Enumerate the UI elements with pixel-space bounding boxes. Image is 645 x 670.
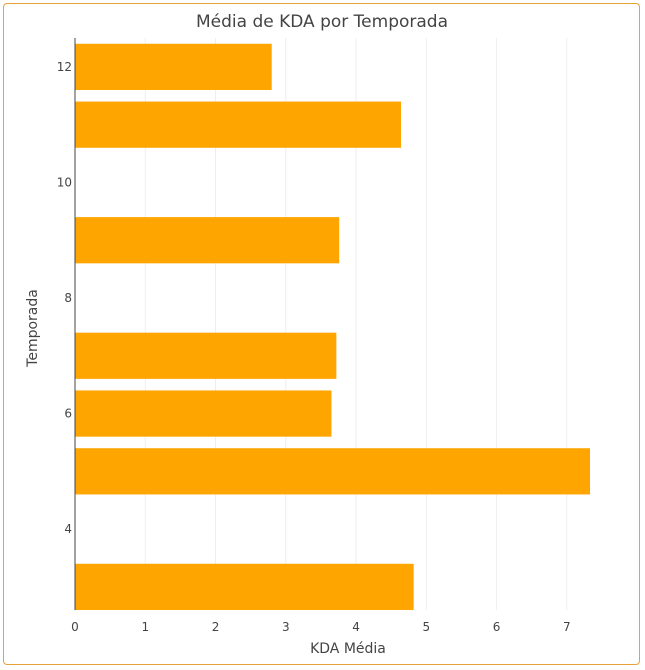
- bar-temporada-7[interactable]: [75, 332, 337, 379]
- y-axis-title: Temporada: [25, 289, 41, 368]
- x-tick-label: 0: [71, 620, 79, 634]
- x-axis-ticks: 0 1 2 3 4 5 6 7: [71, 620, 570, 634]
- x-tick-label: 1: [141, 620, 149, 634]
- x-tick-label: 4: [352, 620, 360, 634]
- bar-temporada-11[interactable]: [75, 101, 402, 148]
- bar-temporada-9[interactable]: [75, 217, 340, 264]
- x-tick-label: 3: [282, 620, 290, 634]
- bar-temporada-6[interactable]: [75, 390, 332, 437]
- x-tick-label: 6: [493, 620, 501, 634]
- x-axis-title: KDA Média: [310, 641, 386, 657]
- bar-temporada-12[interactable]: [75, 43, 272, 90]
- chart-title: Média de KDA por Temporada: [196, 12, 448, 32]
- x-tick-label: 5: [422, 620, 430, 634]
- x-tick-label: 7: [563, 620, 571, 634]
- y-tick-label: 6: [64, 407, 72, 421]
- y-tick-label: 8: [64, 291, 72, 305]
- y-tick-label: 10: [57, 175, 72, 189]
- bar-temporada-3[interactable]: [75, 563, 414, 610]
- y-tick-label: 4: [64, 522, 72, 536]
- y-axis-ticks: 4 6 8 10 12: [57, 60, 72, 536]
- bar-temporada-5[interactable]: [75, 448, 591, 495]
- bars: [75, 43, 591, 610]
- x-tick-label: 2: [212, 620, 220, 634]
- y-tick-label: 12: [57, 60, 72, 74]
